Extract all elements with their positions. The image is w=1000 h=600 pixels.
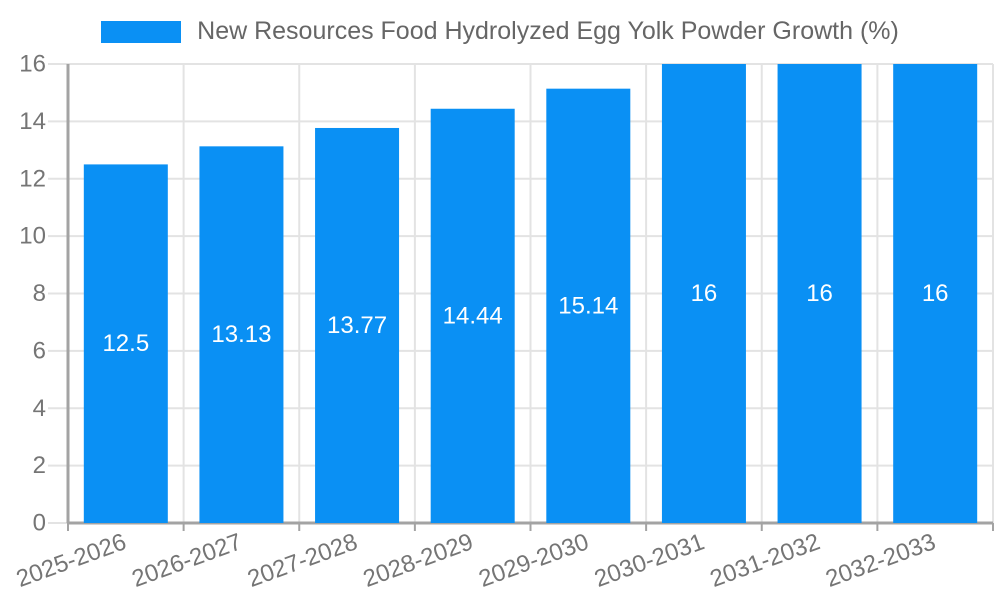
x-tick-label-2025-2026: 2025-2026 — [13, 528, 130, 593]
bar-value-label: 13.13 — [211, 321, 271, 348]
bar-value-label: 13.77 — [327, 312, 387, 339]
bar-2032-2033[interactable] — [893, 64, 978, 523]
bar-value-label: 16 — [806, 280, 833, 307]
bar-value-label: 15.14 — [558, 292, 618, 319]
x-tick-label-2032-2033: 2032-2033 — [822, 528, 939, 593]
legend-label: New Resources Food Hydrolyzed Egg Yolk P… — [197, 17, 899, 45]
legend-swatch-icon — [101, 20, 182, 43]
x-tick-label-2030-2031: 2030-2031 — [591, 528, 708, 593]
chart-legend[interactable]: New Resources Food Hydrolyzed Egg Yolk P… — [0, 17, 1000, 46]
y-tick-label: 4 — [33, 395, 46, 422]
bar-value-label: 12.5 — [102, 330, 149, 357]
x-tick-label-2028-2029: 2028-2029 — [360, 528, 477, 593]
bar-value-label: 14.44 — [443, 302, 503, 329]
bar-2029-2030[interactable] — [546, 88, 631, 523]
y-tick-label: 2 — [33, 452, 46, 479]
y-tick-label: 8 — [33, 280, 46, 307]
y-tick-label: 10 — [19, 223, 46, 250]
y-tick-label: 12 — [19, 165, 46, 192]
bar-2026-2027[interactable] — [199, 146, 284, 523]
bar-value-label: 16 — [691, 280, 718, 307]
bar-value-label: 16 — [922, 280, 949, 307]
bar-2031-2032[interactable] — [777, 64, 862, 523]
bar-2025-2026[interactable] — [83, 164, 168, 523]
bar-2030-2031[interactable] — [661, 64, 746, 523]
x-tick-label-2026-2027: 2026-2027 — [128, 528, 245, 593]
y-tick-label: 14 — [19, 108, 46, 135]
bar-2027-2028[interactable] — [315, 127, 400, 524]
y-tick-label: 0 — [33, 510, 46, 537]
x-tick-label-2031-2032: 2031-2032 — [707, 528, 824, 593]
bar-2028-2029[interactable] — [430, 108, 515, 523]
y-tick-label: 6 — [33, 337, 46, 364]
x-tick-label-2027-2028: 2027-2028 — [244, 528, 361, 593]
y-tick-label: 16 — [19, 51, 46, 78]
x-tick-label-2029-2030: 2029-2030 — [475, 528, 592, 593]
